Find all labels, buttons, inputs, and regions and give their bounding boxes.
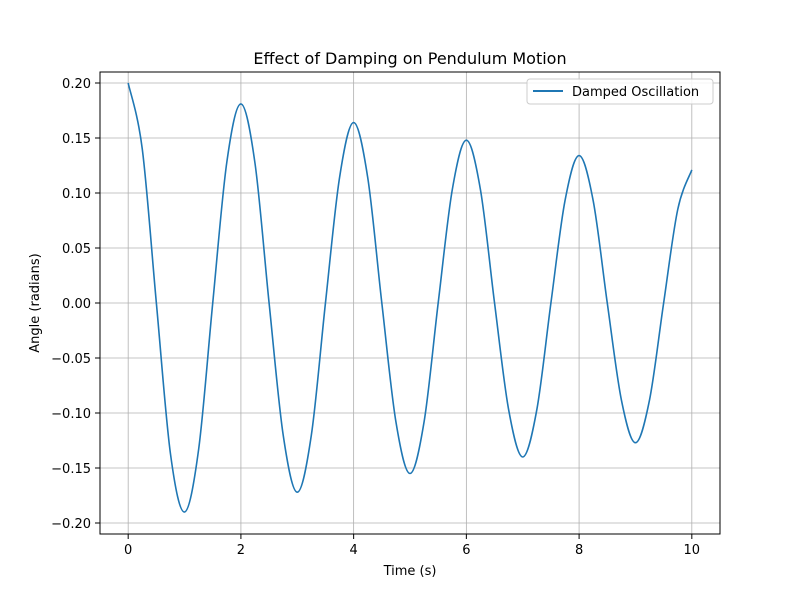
x-tick-label: 0 (124, 543, 132, 558)
y-tick-label: 0.00 (62, 297, 91, 312)
y-tick-label: 0.15 (62, 132, 91, 147)
y-tick-label: 0.10 (62, 187, 91, 202)
y-tick-label: −0.10 (51, 407, 91, 422)
x-axis-label: Time (s) (383, 564, 437, 579)
y-tick-label: −0.05 (51, 352, 91, 367)
x-axis-ticks: 0 2 4 6 8 10 (124, 534, 700, 558)
y-axis-label: Angle (radians) (28, 253, 43, 352)
x-tick-label: 10 (684, 543, 701, 558)
x-tick-label: 8 (575, 543, 583, 558)
y-tick-label: −0.20 (51, 517, 91, 532)
legend-box (526, 78, 714, 105)
legend-label-damped-oscillation: Damped Oscillation (572, 85, 699, 100)
chart-title: Effect of Damping on Pendulum Motion (253, 49, 566, 68)
x-tick-label: 2 (237, 543, 245, 558)
legend: Damped Oscillation (526, 78, 714, 105)
y-tick-label: 0.05 (62, 242, 91, 257)
y-tick-label: 0.20 (62, 77, 91, 92)
series-layer (127, 82, 693, 513)
x-tick-label: 4 (349, 543, 357, 558)
series-line-damped-oscillation (127, 82, 693, 513)
x-tick-label: 6 (462, 543, 470, 558)
y-axis-ticks: −0.20 −0.15 −0.10 −0.05 0.00 0.05 0.10 0.15 0.20 (51, 77, 100, 532)
y-tick-label: −0.15 (51, 462, 91, 477)
